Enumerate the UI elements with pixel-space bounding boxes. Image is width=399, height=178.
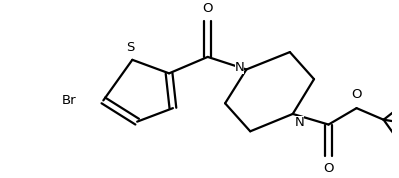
Text: S: S	[126, 41, 134, 54]
Text: Br: Br	[62, 94, 76, 107]
Text: N: N	[295, 116, 304, 129]
Text: O: O	[202, 2, 213, 15]
Text: O: O	[323, 162, 334, 175]
Text: N: N	[235, 61, 245, 74]
Text: O: O	[351, 88, 362, 101]
